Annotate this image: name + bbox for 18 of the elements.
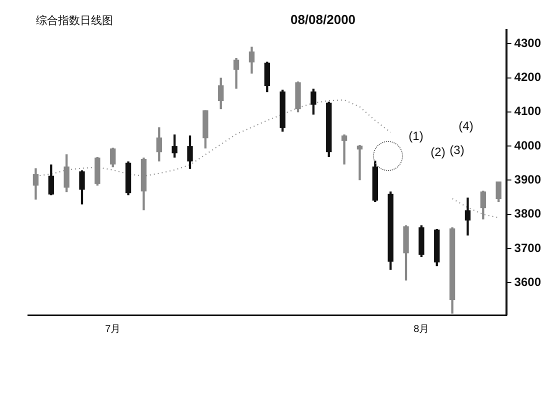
y-tick-label: 3800	[514, 206, 542, 221]
y-tick-label: 4000	[514, 138, 542, 152]
annotation: (2)	[430, 145, 446, 159]
annotation: (1)	[408, 129, 424, 143]
chart-title: 综合指数日线图	[36, 14, 113, 27]
y-tick-label: 4200	[514, 70, 542, 84]
x-tick-label: 7月	[105, 324, 121, 335]
y-tick-label: 4100	[514, 104, 542, 118]
y-tick-label: 3600	[514, 274, 542, 289]
chart-subtitle: 08/08/2000	[290, 12, 356, 27]
y-tick-label: 4300	[514, 36, 542, 50]
candlestick	[356, 145, 363, 180]
y-tick-label: 3700	[514, 240, 542, 255]
y-tick-label: 3900	[514, 172, 542, 186]
x-tick-label: 8月	[414, 324, 430, 335]
candlestick	[341, 134, 348, 164]
annotation: (4)	[458, 119, 474, 133]
annotation: (3)	[450, 143, 464, 157]
